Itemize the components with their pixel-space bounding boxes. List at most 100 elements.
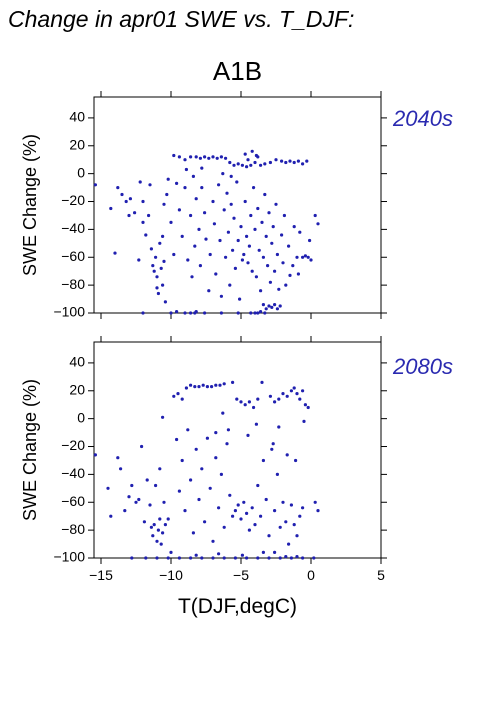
data-point	[270, 447, 274, 451]
data-point	[246, 158, 250, 162]
data-point	[242, 500, 246, 504]
data-point	[267, 534, 271, 538]
data-point	[292, 523, 296, 527]
y-tick-label: 0	[77, 164, 85, 180]
data-point	[256, 206, 260, 211]
data-point	[284, 520, 288, 524]
data-point	[155, 556, 159, 560]
data-point	[208, 486, 212, 490]
data-point	[259, 310, 263, 314]
data-point	[250, 269, 254, 273]
data-point	[158, 241, 162, 245]
data-point	[226, 428, 230, 432]
data-point	[203, 311, 207, 315]
data-point	[284, 160, 288, 165]
data-point	[222, 382, 226, 386]
data-point	[256, 311, 260, 315]
data-point	[298, 514, 302, 518]
data-point	[137, 258, 141, 262]
data-point	[93, 183, 97, 187]
data-point	[306, 405, 310, 410]
data-point	[128, 197, 132, 201]
data-point	[289, 503, 293, 507]
axis-ticks-2080s: −100 −80 −60 −40 −20 0 20 40 −15 −10 −5 0 5	[53, 336, 387, 583]
data-point	[161, 415, 165, 419]
data-point	[169, 220, 173, 224]
data-point	[288, 159, 292, 163]
data-point	[191, 531, 195, 535]
data-point	[268, 280, 272, 284]
data-point	[183, 509, 187, 513]
y-tick-label: −100	[53, 304, 85, 320]
data-point	[190, 275, 194, 279]
data-point	[177, 489, 181, 493]
data-point	[295, 255, 299, 259]
data-point	[235, 180, 239, 184]
data-point	[162, 259, 166, 263]
data-point	[120, 192, 124, 197]
data-point	[267, 211, 271, 215]
data-point	[140, 444, 144, 449]
y-tick-label: 40	[69, 109, 85, 125]
data-point	[138, 180, 142, 184]
data-point	[268, 394, 272, 398]
data-point	[252, 186, 256, 190]
data-point	[263, 162, 267, 166]
data-point	[141, 220, 145, 224]
data-point	[127, 495, 131, 499]
data-point	[308, 238, 312, 243]
data-point	[198, 264, 202, 268]
data-point	[211, 155, 215, 159]
data-point	[203, 155, 207, 159]
data-point	[184, 386, 188, 390]
data-point	[203, 520, 207, 524]
data-point	[130, 483, 134, 488]
data-point	[222, 556, 226, 560]
data-point	[180, 458, 184, 463]
data-point	[221, 172, 225, 176]
data-point	[239, 225, 243, 229]
data-point	[214, 456, 218, 460]
data-point	[148, 503, 152, 507]
data-point	[228, 160, 232, 165]
data-point	[295, 534, 299, 538]
data-point	[316, 222, 320, 226]
data-point	[193, 385, 197, 389]
data-point	[264, 497, 268, 502]
data-point	[267, 304, 271, 308]
data-point	[263, 192, 267, 197]
data-point	[193, 311, 197, 315]
data-point	[295, 555, 299, 559]
data-point	[183, 311, 187, 315]
data-point	[239, 517, 243, 521]
data-point	[93, 453, 97, 457]
data-point	[277, 397, 281, 401]
data-point	[169, 311, 173, 315]
data-point	[281, 392, 285, 396]
data-point	[294, 458, 298, 463]
data-point	[292, 225, 296, 229]
data-point	[159, 542, 163, 546]
data-point	[217, 552, 221, 556]
data-point	[249, 163, 253, 167]
data-point	[291, 264, 295, 268]
data-point	[273, 509, 277, 513]
data-point	[207, 289, 211, 293]
data-point	[109, 206, 113, 211]
data-point	[224, 156, 228, 160]
data-point	[254, 422, 258, 426]
data-point	[116, 186, 120, 190]
data-point	[301, 162, 305, 166]
data-point	[275, 252, 279, 257]
data-point	[152, 523, 156, 527]
data-point	[205, 436, 209, 440]
data-point	[256, 483, 260, 488]
data-point	[249, 213, 253, 218]
data-point	[134, 500, 138, 504]
panel-title: A1B	[212, 56, 263, 86]
data-point	[175, 181, 179, 185]
data-point	[253, 160, 257, 165]
data-point	[207, 156, 211, 160]
data-point	[109, 514, 113, 518]
data-point	[214, 383, 218, 387]
